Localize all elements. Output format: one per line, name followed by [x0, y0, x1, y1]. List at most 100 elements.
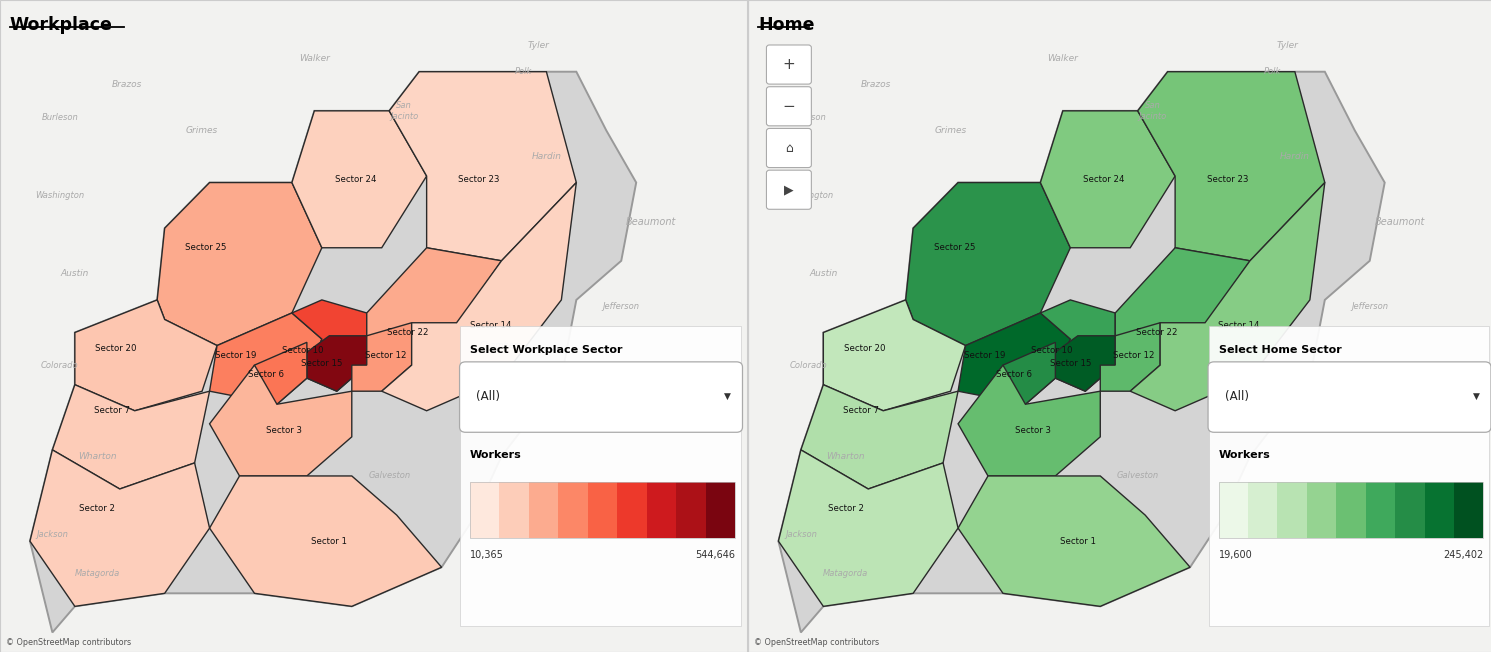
Text: Chambers: Chambers [480, 341, 523, 350]
Bar [1248, 482, 1278, 538]
Text: Sector 12: Sector 12 [1114, 351, 1154, 360]
Text: Wharton: Wharton [78, 452, 116, 461]
Polygon shape [157, 183, 322, 346]
Text: 245,402: 245,402 [1443, 550, 1484, 559]
Text: Sector 15: Sector 15 [1050, 359, 1091, 368]
FancyBboxPatch shape [766, 170, 811, 209]
Text: Beaumont: Beaumont [1375, 216, 1425, 227]
Text: ▼: ▼ [1473, 392, 1479, 401]
Bar [1336, 482, 1366, 538]
Text: San
Jacinto: San Jacinto [1139, 101, 1167, 121]
Bar [587, 482, 617, 538]
Text: Sector 19: Sector 19 [963, 351, 1005, 360]
Text: Hardin: Hardin [531, 152, 562, 161]
Text: Austin: Austin [810, 269, 838, 278]
Bar [1218, 482, 1484, 538]
Text: Sector 23: Sector 23 [1206, 175, 1248, 184]
Text: Sector 6: Sector 6 [248, 370, 283, 379]
Polygon shape [292, 300, 367, 391]
Bar [558, 482, 587, 538]
Bar [1424, 482, 1454, 538]
Text: Hardin: Hardin [1279, 152, 1311, 161]
Text: Sector 10: Sector 10 [282, 346, 324, 355]
Polygon shape [778, 72, 1385, 632]
FancyBboxPatch shape [748, 0, 1491, 652]
Text: Brazos: Brazos [860, 80, 892, 89]
Text: Jackson: Jackson [36, 530, 69, 539]
Text: © OpenStreetMap contributors: © OpenStreetMap contributors [754, 638, 880, 647]
Text: Matagorda: Matagorda [823, 569, 868, 578]
Text: Sector 20: Sector 20 [844, 344, 886, 353]
Polygon shape [959, 365, 1100, 476]
Polygon shape [1041, 111, 1175, 248]
FancyBboxPatch shape [766, 45, 811, 84]
Text: +: + [783, 57, 795, 72]
Polygon shape [778, 450, 959, 606]
Polygon shape [210, 476, 441, 606]
Polygon shape [210, 365, 352, 476]
Text: 10,365: 10,365 [470, 550, 504, 559]
Bar [529, 482, 558, 538]
Text: ⌂: ⌂ [784, 141, 793, 155]
Text: (All): (All) [476, 390, 499, 403]
Text: Walker: Walker [298, 54, 330, 63]
Polygon shape [292, 111, 426, 248]
Bar [470, 482, 499, 538]
Polygon shape [959, 313, 1071, 404]
Text: Sector 6: Sector 6 [996, 370, 1032, 379]
Text: Burleson: Burleson [42, 113, 78, 122]
Text: Chambers: Chambers [1229, 341, 1272, 350]
Text: Wharton: Wharton [826, 452, 865, 461]
Polygon shape [307, 336, 367, 391]
Text: Walker: Walker [1047, 54, 1078, 63]
Polygon shape [75, 300, 218, 411]
Text: © OpenStreetMap contributors: © OpenStreetMap contributors [6, 638, 131, 647]
Polygon shape [367, 248, 501, 365]
Text: Sector 14: Sector 14 [1218, 321, 1260, 331]
Polygon shape [1138, 72, 1325, 261]
Text: Sector 22: Sector 22 [1136, 328, 1178, 337]
Text: Sector 1: Sector 1 [312, 537, 347, 546]
Text: Sector 24: Sector 24 [335, 175, 376, 184]
FancyBboxPatch shape [766, 128, 811, 168]
Polygon shape [352, 323, 412, 391]
FancyBboxPatch shape [1208, 362, 1491, 432]
Text: Sector 2: Sector 2 [79, 504, 115, 513]
FancyBboxPatch shape [766, 87, 811, 126]
FancyBboxPatch shape [461, 326, 741, 626]
FancyBboxPatch shape [0, 0, 748, 652]
Polygon shape [1100, 323, 1160, 391]
Text: Sector 7: Sector 7 [94, 406, 130, 415]
Text: Polk: Polk [516, 67, 532, 76]
Text: Beaumont: Beaumont [626, 216, 677, 227]
Text: Galveston: Galveston [1117, 471, 1159, 481]
Polygon shape [1115, 248, 1249, 365]
Bar [1218, 482, 1248, 538]
Bar [1396, 482, 1424, 538]
Text: Sector 24: Sector 24 [1084, 175, 1124, 184]
Text: 19,600: 19,600 [1218, 550, 1252, 559]
Text: Select Home Sector: Select Home Sector [1218, 346, 1342, 355]
Text: Colorado: Colorado [790, 361, 828, 370]
Text: Sector 3: Sector 3 [267, 426, 303, 435]
Text: Sector 7: Sector 7 [842, 406, 878, 415]
Text: Sector 15: Sector 15 [301, 359, 343, 368]
Text: Jackson: Jackson [784, 530, 817, 539]
Text: Burleson: Burleson [790, 113, 826, 122]
Text: Sector 19: Sector 19 [215, 351, 256, 360]
Text: −: − [783, 98, 795, 114]
Text: Sector 22: Sector 22 [388, 328, 429, 337]
Bar [1366, 482, 1396, 538]
Text: Workers: Workers [1218, 450, 1270, 460]
Text: ▼: ▼ [725, 392, 731, 401]
Bar [1454, 482, 1484, 538]
Bar [1278, 482, 1306, 538]
Text: Grimes: Grimes [186, 126, 218, 135]
Text: Polk: Polk [1264, 67, 1281, 76]
Text: Workers: Workers [470, 450, 522, 460]
Polygon shape [959, 476, 1190, 606]
Bar [470, 482, 735, 538]
Polygon shape [1130, 183, 1325, 411]
Bar [499, 482, 529, 538]
Bar [647, 482, 675, 538]
